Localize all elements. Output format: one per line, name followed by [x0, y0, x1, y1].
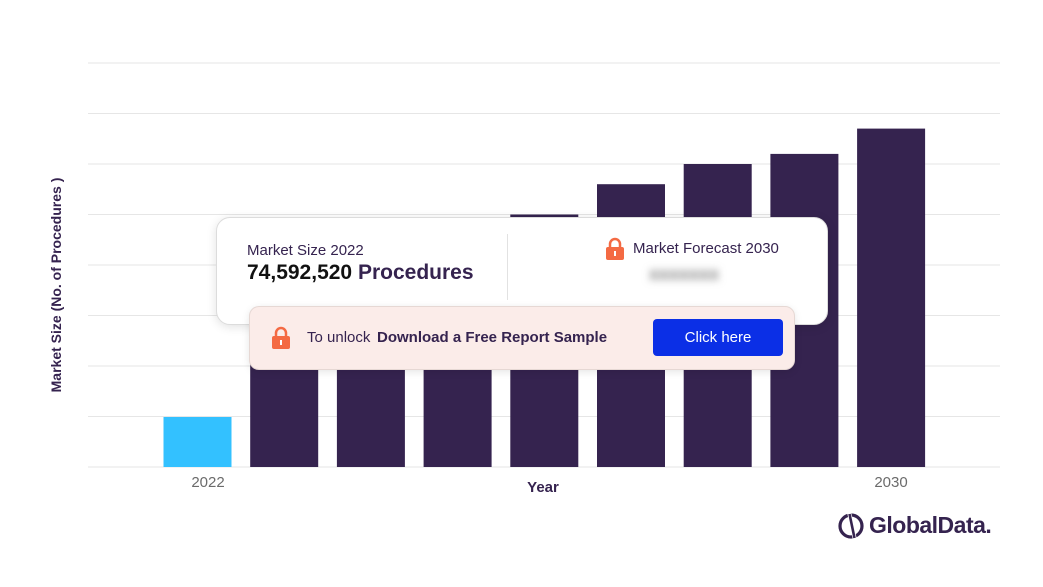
lock-icon: [606, 237, 624, 260]
market-size-unit: Procedures: [357, 261, 474, 284]
market-size-value: 74,592,520 Procedures: [247, 261, 474, 285]
unlock-prefix: To unlock: [307, 329, 371, 346]
bar-2022: [163, 417, 232, 467]
lock-icon: [272, 326, 290, 349]
download-sample-link[interactable]: Download a Free Report Sample: [377, 329, 608, 346]
bar-2030: [857, 128, 926, 467]
globaldata-logo-text: GlobalData.: [869, 512, 992, 538]
click-here-button[interactable]: Click here: [653, 319, 783, 356]
y-axis-label: Market Size (No. of Procedures ): [48, 177, 64, 393]
market-size-label: Market Size 2022: [247, 242, 364, 259]
x-tick-2022: 2022: [191, 474, 225, 491]
x-axis-label: Year: [527, 479, 559, 496]
market-forecast-value-blurred: XXXXXXX: [649, 267, 720, 284]
card-divider: [507, 234, 508, 300]
x-tick-2030: 2030: [874, 474, 908, 491]
market-forecast-label: Market Forecast 2030: [633, 240, 779, 257]
market-size-number: 74,592,520: [247, 261, 353, 284]
globaldata-logo-icon: [838, 511, 864, 541]
unlock-banner: To unlock Download a Free Report Sample …: [249, 306, 795, 370]
